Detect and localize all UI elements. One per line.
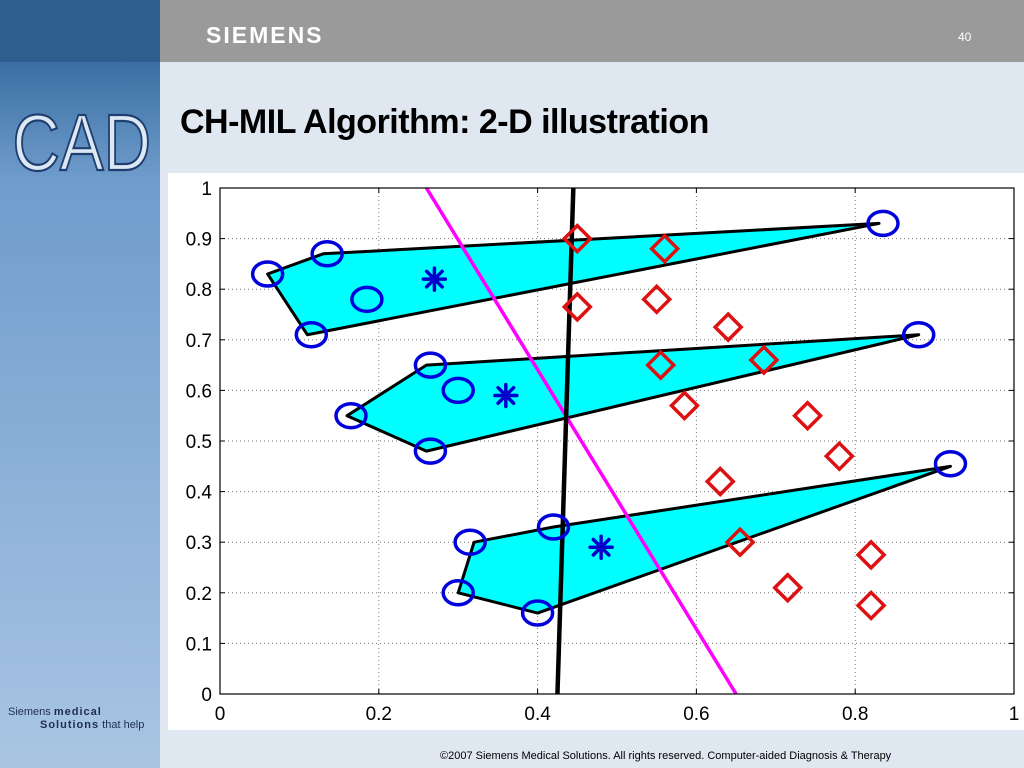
- diamond-point: [641, 283, 673, 315]
- y-tick-label: 0.4: [186, 483, 213, 504]
- circle-point: [520, 599, 555, 627]
- circle-point: [536, 513, 571, 541]
- diamond-point: [669, 390, 700, 422]
- y-tick-label: 0.8: [186, 280, 212, 301]
- circle-point: [350, 285, 384, 314]
- cad-logo: CAD: [12, 97, 152, 186]
- diamond-point: [704, 466, 736, 497]
- y-tick-label: 0.1: [186, 634, 212, 655]
- circle-point: [413, 437, 448, 465]
- y-tick-label: 0.2: [186, 584, 212, 605]
- y-tick-label: 0.3: [186, 533, 212, 554]
- siemens-logo: SIEMENS: [206, 22, 324, 48]
- star-stroke: [424, 269, 444, 289]
- convex-hull: [266, 221, 881, 337]
- diamond-point: [649, 233, 681, 265]
- left-sidebar: [0, 0, 160, 768]
- diamond-point: [855, 539, 887, 571]
- header-bar: [0, 0, 1024, 62]
- convex-hull: [456, 464, 952, 615]
- y-tick-label: 0.5: [186, 432, 212, 453]
- tagline-siemens: Siemens: [8, 706, 51, 718]
- company-tagline: Siemens medical Solutions that help: [8, 706, 158, 732]
- tagline-solutions: Solutions: [40, 719, 100, 731]
- slide-title: CH-MIL Algorithm: 2-D illustration: [180, 103, 709, 141]
- diamond-point: [772, 572, 804, 604]
- convex-hull: [345, 333, 921, 453]
- circle-point: [441, 579, 475, 607]
- magenta-separator-line: [424, 187, 738, 695]
- x-tick-label: 0.8: [842, 704, 868, 725]
- circle-point: [441, 376, 475, 405]
- star-point: [588, 534, 614, 561]
- chart-area: 0 0.2 0.4 0.6 0.8 1 0 0.1 0.2 0.3 0.4 0.5 0.6 0.7 0.8 0…: [168, 173, 1024, 730]
- diamond-point: [792, 400, 824, 432]
- circle-point: [453, 528, 487, 556]
- circle-point: [250, 260, 285, 288]
- plot-frame: [219, 187, 1015, 695]
- diamond-point: [823, 440, 855, 472]
- x-tick-label: 1: [1009, 704, 1020, 725]
- x-tick-label: 0.2: [366, 704, 392, 725]
- diamond-point: [561, 291, 593, 323]
- circle-point: [294, 320, 329, 349]
- chart-plot: 0 0.2 0.4 0.6 0.8 1 0 0.1 0.2 0.3 0.4 0.5 0.6 0.7 0.8 0…: [186, 179, 1020, 725]
- diamond-point: [561, 223, 593, 255]
- diamond-point: [748, 344, 780, 376]
- circle-point: [310, 240, 344, 268]
- circle-point: [933, 450, 968, 478]
- circle-point: [334, 401, 368, 430]
- diamond-point: [645, 349, 677, 381]
- cad-logo-text: CAD: [12, 98, 150, 186]
- x-tick-label: 0.6: [683, 704, 709, 725]
- x-tick-label: 0.4: [524, 704, 551, 725]
- diamond-point: [855, 589, 887, 621]
- circle-point: [866, 209, 900, 238]
- black-separator-line: [555, 187, 576, 695]
- star-point: [421, 266, 448, 292]
- circle-point: [901, 320, 936, 349]
- y-tick-label: 1: [201, 179, 212, 200]
- y-tick-label: 0: [201, 685, 212, 706]
- star-stroke: [496, 385, 516, 405]
- tagline-thathelp: that help: [102, 719, 145, 731]
- copyright-text: ©2007 Siemens Medical Solutions. All rig…: [440, 750, 892, 762]
- star-stroke: [591, 537, 611, 557]
- y-tick-label: 0.9: [186, 230, 212, 251]
- y-tick-label: 0.6: [186, 381, 212, 402]
- diamond-point: [712, 311, 744, 343]
- diamond-point: [724, 526, 756, 558]
- tagline-medical: medical: [53, 706, 102, 718]
- header-corner: [0, 0, 160, 62]
- circle-point: [413, 351, 448, 379]
- star-point: [493, 382, 519, 409]
- page-number: 40: [958, 30, 972, 44]
- y-tick-label: 0.7: [186, 331, 212, 352]
- x-tick-label: 0: [215, 704, 226, 725]
